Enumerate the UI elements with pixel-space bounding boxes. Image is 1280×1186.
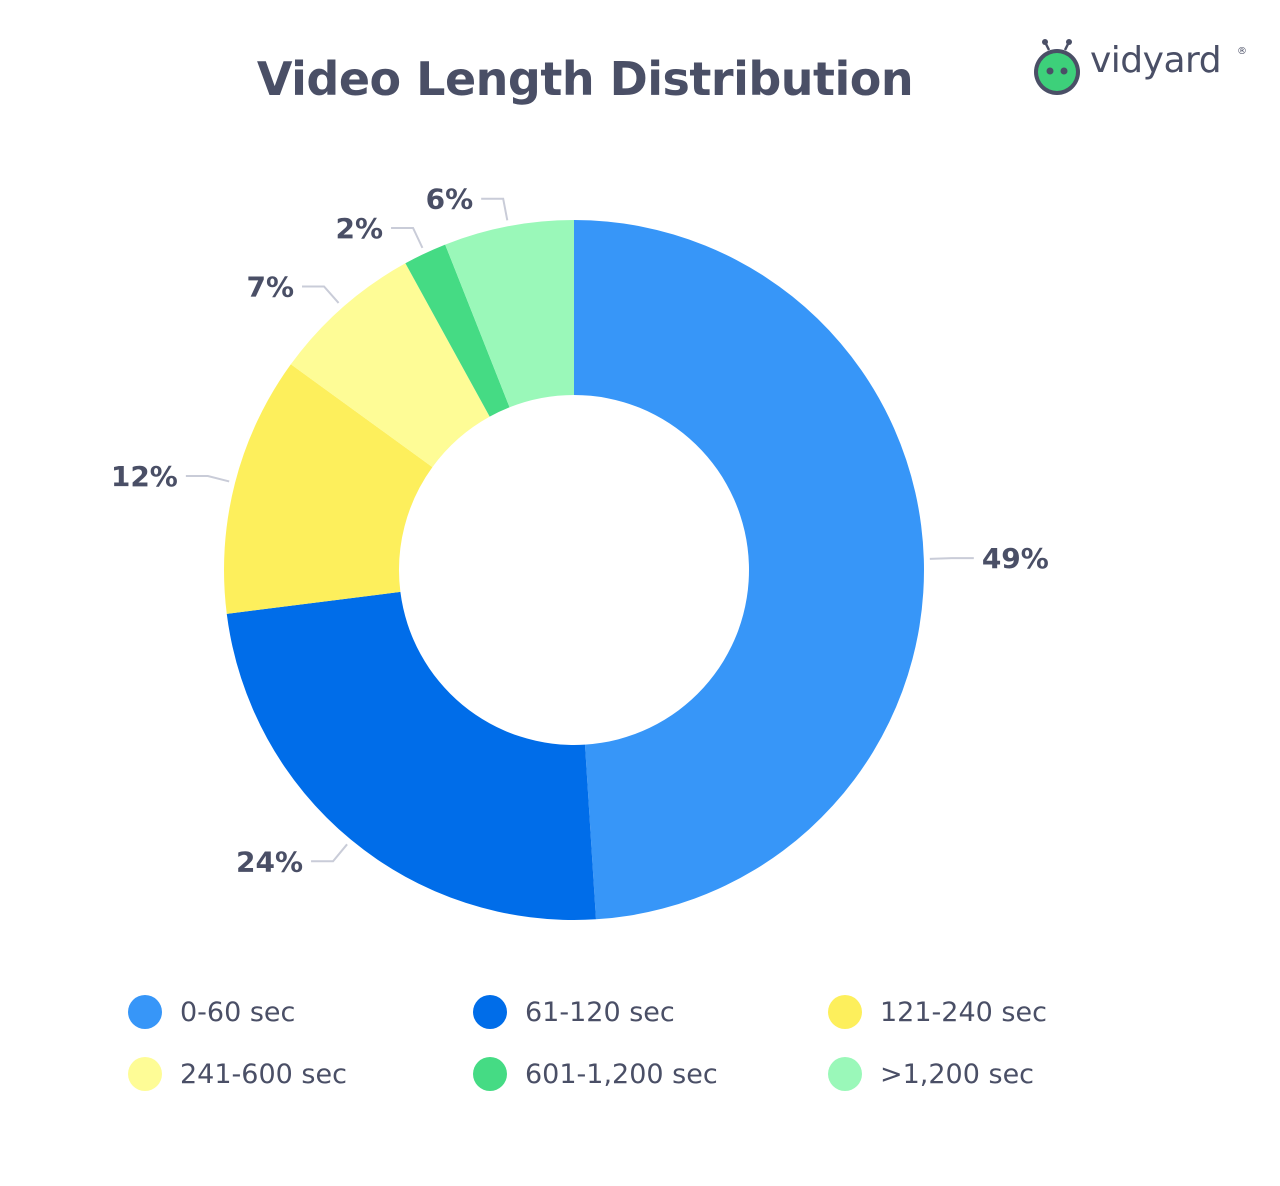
legend-item-601-1-200-sec: 601-1,200 sec [473, 1057, 718, 1091]
legend-swatch [473, 995, 507, 1029]
legend-label: 0-60 sec [180, 996, 296, 1028]
chart-title: Video Length Distribution [256, 52, 914, 106]
value-label-601-1-200-sec: 2% [336, 212, 384, 245]
legend-item-121-240-sec: 121-240 sec [828, 995, 1047, 1029]
leader-line-241-600-sec [302, 285, 340, 304]
leader-line-601-1-200-sec [391, 226, 424, 249]
legend-label: >1,200 sec [880, 1058, 1035, 1090]
legend-swatch [128, 1057, 162, 1091]
legend-swatch [473, 1057, 507, 1091]
value-label-121-240-sec: 12% [111, 460, 178, 493]
legend-label: 241-600 sec [180, 1058, 347, 1090]
legend-swatch [828, 995, 862, 1029]
leader-line-61-120-sec [311, 843, 348, 863]
slice-241-600-sec [290, 263, 490, 468]
legend-item-1-200-sec: >1,200 sec [828, 1057, 1034, 1091]
slice-1-200-sec [445, 220, 574, 408]
value-labels: 49% 24% 12% 7% 2% 6% [111, 183, 1049, 879]
value-label-0-60-sec: 49% [982, 542, 1049, 575]
vidyard-logo: vidyard ® [1032, 38, 1252, 98]
legend-item-241-600-sec: 241-600 sec [128, 1057, 347, 1091]
legend-label: 61-120 sec [525, 996, 675, 1028]
legend-label: 601-1,200 sec [525, 1058, 718, 1090]
logo-wordmark: vidyard [1090, 40, 1222, 81]
vidyard-robot-icon [1034, 39, 1080, 95]
leader-line-0-60-sec [929, 557, 974, 560]
leader-lines [185, 197, 974, 863]
slice-121-240-sec [224, 364, 433, 614]
donut-chart: 49% 24% 12% 7% 2% 6% [111, 183, 1049, 920]
donut-slices [224, 220, 924, 920]
slice-61-120-sec [226, 591, 596, 920]
value-label-241-600-sec: 7% [246, 270, 294, 303]
legend-swatch [128, 995, 162, 1029]
value-label-1-200-sec: 6% [426, 183, 474, 216]
slice-0-60-sec [574, 220, 924, 920]
value-label-61-120-sec: 24% [236, 845, 303, 878]
leader-line-121-240-sec [185, 474, 230, 483]
logo-registered-mark: ® [1237, 46, 1247, 57]
legend-swatch [828, 1057, 862, 1091]
legend-label: 121-240 sec [880, 996, 1047, 1028]
leader-line-1-200-sec [481, 197, 509, 221]
legend-item-61-120-sec: 61-120 sec [473, 995, 675, 1029]
slice-601-1-200-sec [405, 244, 510, 417]
legend-item-0-60-sec: 0-60 sec [128, 995, 295, 1029]
